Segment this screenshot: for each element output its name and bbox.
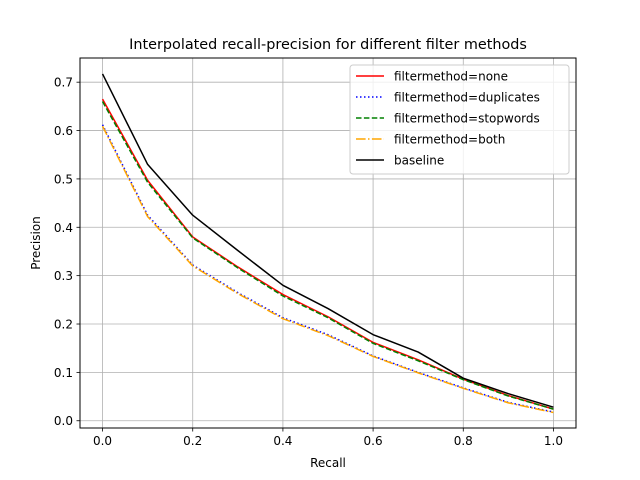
legend-label: filtermethod=both (394, 133, 505, 147)
y-tick-label: 0.4 (54, 221, 73, 235)
x-axis-ticks: 0.0 0.2 0.4 0.6 0.8 1.0 (93, 428, 563, 448)
x-tick-label: 0.2 (183, 434, 202, 448)
x-axis-label: Recall (310, 456, 346, 470)
y-axis-label: Precision (29, 216, 43, 270)
y-tick-label: 0.3 (54, 269, 73, 283)
y-tick-label: 0.2 (54, 318, 73, 332)
y-tick-label: 0.5 (54, 172, 73, 186)
legend-box (349, 64, 570, 175)
series-line-baseline (101, 73, 554, 408)
x-tick-label: 0.8 (454, 434, 473, 448)
legend-label: baseline (394, 154, 444, 168)
legend-label: filtermethod=none (394, 70, 508, 84)
chart-title: Interpolated recall-precision for differ… (129, 37, 527, 53)
y-tick-label: 0.6 (54, 124, 73, 138)
plot-frame (79, 57, 577, 429)
y-tick-label: 0.0 (54, 414, 73, 428)
y-tick-label: 0.1 (54, 366, 73, 380)
x-tick-label: 0.0 (93, 434, 112, 448)
x-tick-label: 0.6 (364, 434, 383, 448)
y-axis-ticks: 0.0 0.1 0.2 0.3 0.4 0.5 0.6 0.7 (54, 76, 80, 428)
x-tick-label: 1.0 (544, 434, 563, 448)
legend-label: filtermethod=duplicates (394, 91, 540, 105)
legend-label: filtermethod=stopwords (394, 112, 540, 126)
series-layer (101, 73, 554, 414)
series-line-filtermethod-duplicates (101, 124, 554, 413)
x-tick-label: 0.4 (273, 434, 292, 448)
series-line-filtermethod-both (101, 125, 554, 414)
series-line-filtermethod-stopwords (101, 101, 554, 410)
legend: filtermethod=none filtermethod=duplicates… (349, 64, 570, 175)
y-tick-label: 0.7 (54, 76, 73, 90)
